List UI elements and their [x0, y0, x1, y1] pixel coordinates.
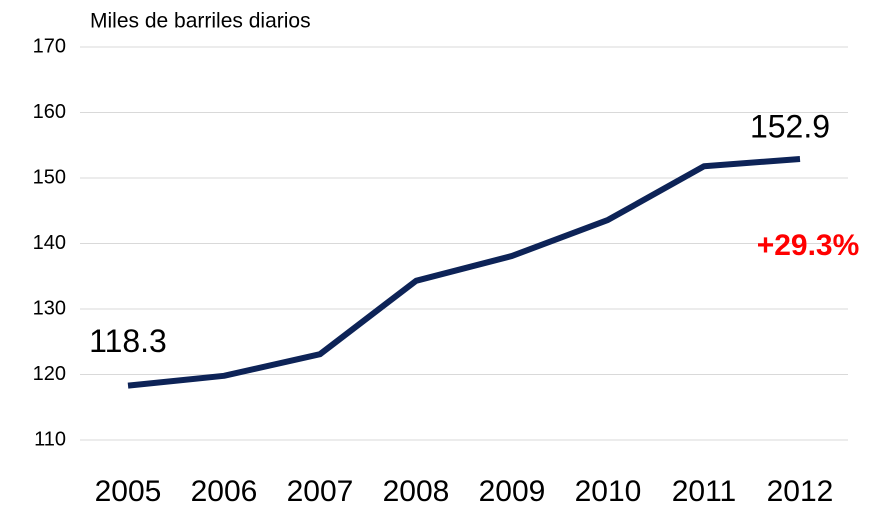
y-axis-label: Miles de barriles diarios — [90, 10, 311, 33]
y-tick-label: 130 — [33, 297, 66, 319]
x-tick-label: 2007 — [287, 475, 354, 506]
y-tick-label: 140 — [33, 232, 66, 254]
annotation: +29.3% — [757, 229, 860, 262]
data-label: 152.9 — [750, 108, 830, 144]
y-tick-label: 120 — [33, 363, 66, 385]
y-tick-label: 160 — [33, 101, 66, 123]
data-line — [127, 156, 801, 389]
x-tick-label: 2008 — [383, 475, 450, 506]
data-label: 118.3 — [89, 323, 167, 359]
x-tick-label: 2012 — [767, 475, 834, 506]
x-tick-label: 2005 — [95, 475, 162, 506]
y-tick-label: 170 — [33, 35, 66, 57]
y-tick-label: 150 — [33, 166, 66, 188]
x-tick-label: 2010 — [575, 475, 642, 506]
x-tick-label: 2006 — [191, 475, 258, 506]
x-tick-label: 2011 — [672, 475, 737, 506]
y-tick-label: 110 — [34, 428, 66, 450]
x-tick-label: 2009 — [479, 475, 546, 506]
